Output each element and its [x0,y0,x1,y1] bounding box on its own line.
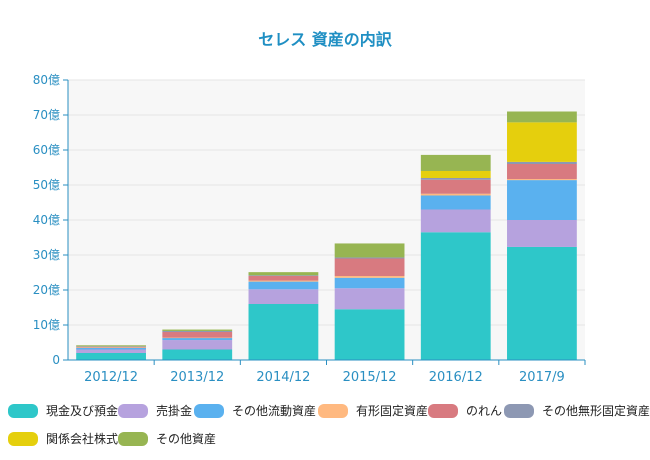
bar-segment[interactable] [507,161,577,164]
bar-segment[interactable] [162,337,233,341]
bar-segment[interactable] [248,280,319,282]
bar-segment[interactable] [507,180,577,220]
legend-label: 現金及び預金 [46,404,119,418]
legend-label: 売掛金 [156,404,193,418]
legend-swatch [8,403,38,418]
legend-label: 有形固定資産 [356,404,429,418]
legend-swatch [194,403,224,418]
y-tick-label: 50億 [33,178,60,192]
bar-segment[interactable] [334,257,405,259]
bar-segment[interactable] [76,347,146,350]
bar-segment[interactable] [162,349,233,361]
chart-title: セレス 資産の内訳 [258,30,393,49]
y-tick-label: 40億 [33,213,60,227]
x-tick-label: 2015/12 [343,370,397,385]
y-axis-ticks: 0 10億 20億 30億 40億 50億 60億 70億 80億 [33,73,68,367]
bar-segment[interactable] [248,276,319,281]
y-tick-label: 20億 [33,283,60,297]
y-tick-label: 0 [52,353,60,367]
x-tick-label: 2014/12 [256,370,310,385]
legend-label: のれん [466,404,503,418]
bar-segment[interactable] [420,179,491,194]
bar-segment[interactable] [334,309,405,360]
bar-segment[interactable] [248,281,319,290]
bar-segment[interactable] [420,178,491,180]
bar-segment[interactable] [420,193,491,196]
legend-item[interactable]: その他流動資産 [194,402,316,419]
bar-segment[interactable] [76,345,146,347]
legend-swatch [118,431,148,446]
bar-segment[interactable] [507,246,577,360]
legend-swatch [428,403,458,418]
bar-segment[interactable] [420,154,491,171]
legend-item[interactable]: その他無形固定資産 [504,402,650,419]
bar-segment[interactable] [507,164,577,180]
legend-label: その他資産 [156,432,217,446]
bar-segment[interactable] [334,276,405,278]
legend-swatch [118,403,148,418]
x-tick-label: 2013/12 [170,370,224,385]
bar-segment[interactable] [507,179,577,181]
bar-segment[interactable] [162,337,233,339]
bar-segment[interactable] [76,346,146,348]
y-tick-label: 70億 [33,108,60,122]
y-tick-label: 30億 [33,248,60,262]
x-tick-label: 2016/12 [429,370,483,385]
legend-swatch [318,403,348,418]
legend-swatch [8,431,38,446]
bar-segment[interactable] [334,277,405,289]
bar-segment[interactable] [76,346,146,347]
legend-label: その他無形固定資産 [542,404,650,418]
bars [76,111,577,361]
bar-segment[interactable] [248,272,319,276]
y-tick-label: 80億 [33,73,60,87]
bar-segment[interactable] [248,289,319,304]
bar-segment[interactable] [420,209,491,233]
bar-segment[interactable] [248,304,319,360]
x-axis-ticks: 2012/12 2013/12 2014/12 2015/12 2016/12 2017/… [84,360,586,385]
legend-item[interactable]: その他資産 [118,430,216,447]
bar-segment[interactable] [162,329,233,331]
bar-segment[interactable] [420,171,491,178]
bar-segment[interactable] [248,275,319,276]
bar-segment[interactable] [334,288,405,310]
y-tick-label: 10億 [33,318,60,332]
stacked-bar-chart: セレス 資産の内訳 0 10億 20億 30億 40億 50億 60億 70億 80億 2012… [33,30,586,385]
bar-segment[interactable] [334,243,405,258]
legend-item[interactable]: 関係会社株式 [8,430,118,447]
bar-segment[interactable] [76,349,146,354]
bar-segment[interactable] [334,258,405,277]
bar-segment[interactable] [162,330,233,332]
bar-segment[interactable] [162,340,233,350]
x-tick-label: 2012/12 [84,370,138,385]
legend-swatch [504,403,534,418]
y-tick-label: 60億 [33,143,60,157]
bar-segment[interactable] [420,232,491,360]
x-tick-label: 2017/9 [519,370,565,385]
legend-item[interactable]: 有形固定資産 [318,402,428,419]
bar-segment[interactable] [76,353,146,360]
legend-item[interactable]: のれん [428,402,502,419]
legend-item[interactable]: 現金及び預金 [8,402,118,419]
bar-segment[interactable] [507,220,577,247]
legend-label: その他流動資産 [232,404,317,418]
bar-segment[interactable] [507,122,577,162]
bar-segment[interactable] [507,111,577,123]
bar-segment[interactable] [162,332,233,338]
bar-segment[interactable] [76,347,146,348]
bar-segment[interactable] [420,195,491,210]
legend-label: 関係会社株式 [46,432,119,446]
legend-item[interactable]: 売掛金 [118,402,192,419]
